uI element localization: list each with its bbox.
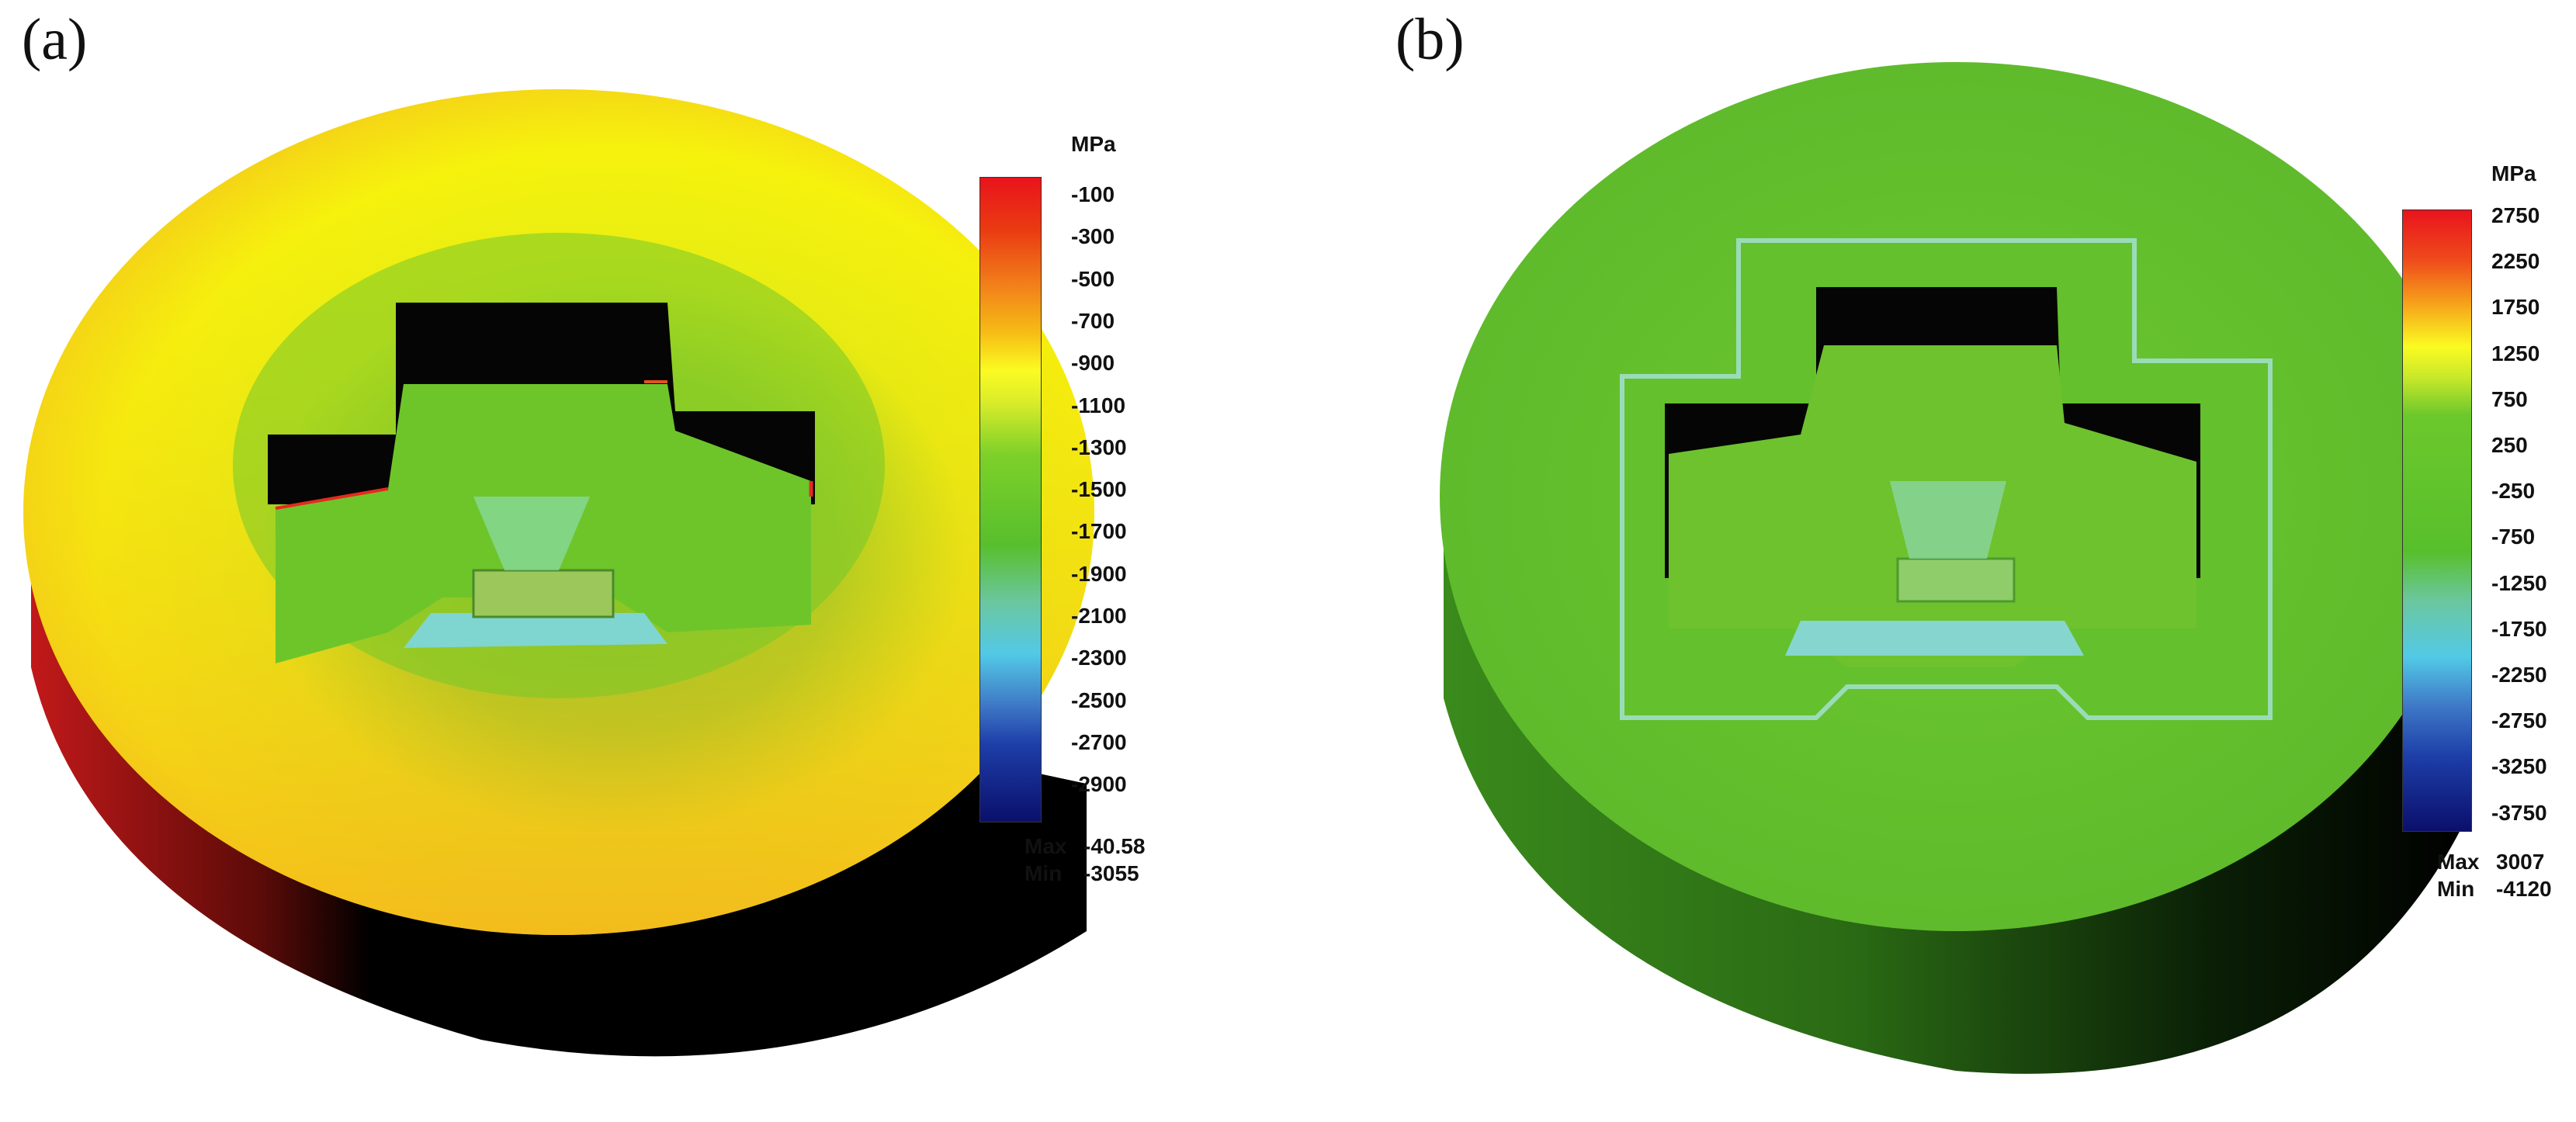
panel-b-legend: MPa 2750 2250 1750 1250 750 250 -250 -750 -1250 -… bbox=[2391, 147, 2576, 923]
panel-a-legend: MPa -100 -300 -500 -700 -900 -1100 -1300 -1500 -… bbox=[962, 116, 1195, 892]
legend-tick-label: -3750 bbox=[2491, 800, 2547, 825]
legend-tick-label: 2750 bbox=[2491, 203, 2540, 227]
legend-tick-label: 250 bbox=[2491, 433, 2528, 457]
legend-a-min: Min -3055 bbox=[1025, 861, 1139, 885]
legend-a-unit: MPa bbox=[1071, 132, 1116, 156]
legend-tick-label: -1750 bbox=[2491, 616, 2547, 641]
legend-a-max: Max -40.58 bbox=[1025, 834, 1146, 858]
legend-tick-label: -1300 bbox=[1071, 435, 1127, 459]
legend-tick-label: -900 bbox=[1071, 351, 1115, 376]
panel-b-stress-render bbox=[1440, 62, 2472, 1074]
legend-tick-label: -2700 bbox=[1071, 729, 1127, 754]
panel-a-label: (a) bbox=[22, 7, 88, 72]
legend-tick-label: -1500 bbox=[1071, 477, 1127, 502]
legend-tick-label: -1900 bbox=[1071, 561, 1127, 586]
legend-tick-label: -2500 bbox=[1071, 687, 1127, 712]
legend-tick-label: -2750 bbox=[2491, 708, 2547, 733]
legend-tick-label: 1250 bbox=[2491, 341, 2540, 365]
legend-tick-label: -250 bbox=[2491, 479, 2536, 504]
legend-tick-label: -1700 bbox=[1071, 519, 1127, 544]
panel-a-stress-render bbox=[23, 89, 1094, 1057]
legend-tick-label: -3250 bbox=[2491, 754, 2547, 779]
legend-tick-label: -750 bbox=[2491, 525, 2536, 549]
legend-tick-label: -1250 bbox=[2491, 570, 2547, 595]
panel-b-label: (b) bbox=[1395, 7, 1465, 72]
legend-tick-label: -2100 bbox=[1071, 604, 1127, 628]
legend-b-colorbar bbox=[2402, 210, 2472, 832]
legend-b-min: Min -4120 bbox=[2437, 877, 2552, 901]
legend-tick-label: -300 bbox=[1071, 224, 1115, 249]
legend-tick-label: -2900 bbox=[1071, 772, 1127, 797]
legend-tick-label: -2300 bbox=[1071, 646, 1127, 670]
legend-tick-label: -100 bbox=[1071, 182, 1115, 206]
legend-tick-label: -2250 bbox=[2491, 663, 2547, 687]
legend-tick-label: 2250 bbox=[2491, 249, 2540, 274]
legend-tick-label: -500 bbox=[1071, 266, 1115, 291]
legend-a-colorbar bbox=[979, 177, 1042, 822]
legend-b-max: Max 3007 bbox=[2437, 850, 2545, 874]
legend-tick-label: -700 bbox=[1071, 308, 1115, 333]
legend-tick-label: 1750 bbox=[2491, 295, 2540, 320]
legend-b-unit: MPa bbox=[2491, 161, 2536, 185]
legend-tick-label: -1100 bbox=[1071, 393, 1126, 417]
legend-tick-label: 750 bbox=[2491, 386, 2528, 411]
